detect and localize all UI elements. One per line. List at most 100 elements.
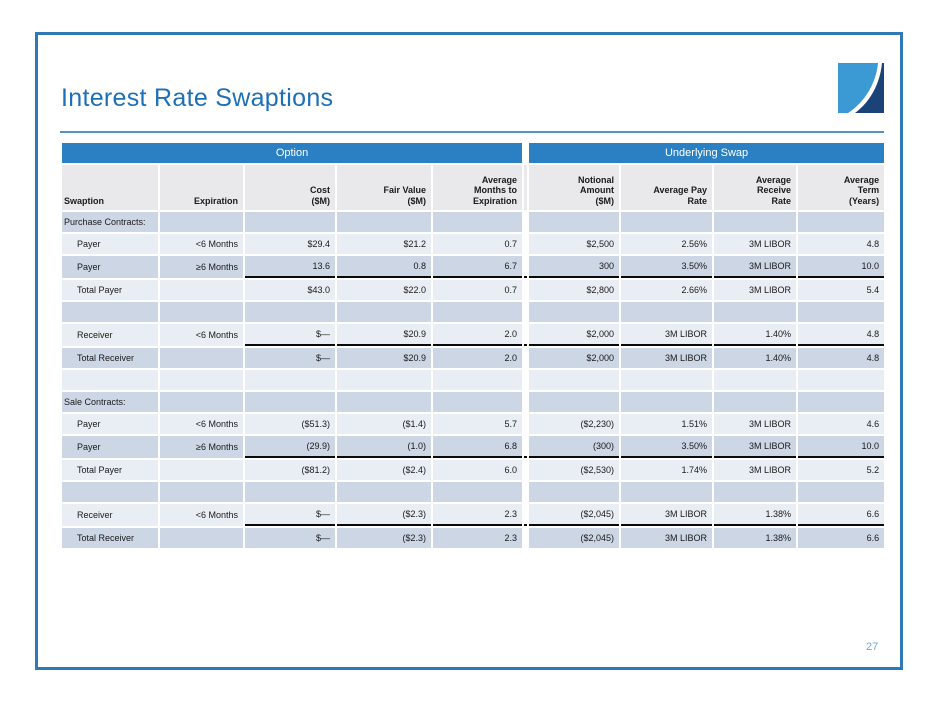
table-cell: <6 Months — [160, 234, 243, 254]
table-row: Receiver <6 Months $— $20.9 2.0 $2,000 3M LIBO… — [62, 324, 885, 346]
company-logo-icon — [838, 63, 884, 113]
table-cell: $— — [245, 324, 335, 346]
table-cell: 10.0 — [798, 436, 885, 458]
table-cell: 3M LIBOR — [621, 528, 713, 548]
table-row: Total Receiver $— $20.9 2.0 $2,000 3M LIBOR 1.… — [62, 348, 885, 368]
table-cell: $— — [245, 504, 335, 526]
table-cell — [798, 302, 885, 322]
table-cell: ($51.3) — [245, 414, 335, 434]
table-body: Purchase Contracts: Payer <6 Months $29.4 $2… — [62, 212, 885, 548]
table-cell: $22.0 — [337, 280, 431, 300]
table-row: Total Payer ($81.2) ($2.4) 6.0 ($2,530) 1.74%… — [62, 460, 885, 480]
band-row: Option Underlying Swap — [62, 143, 885, 163]
section-gap — [524, 302, 528, 322]
table-cell: 0.8 — [337, 256, 431, 278]
table-row — [62, 302, 885, 322]
table-cell: 1.40% — [714, 348, 797, 368]
table-cell — [245, 212, 335, 232]
table-cell: 3M LIBOR — [714, 436, 797, 458]
table-cell: $— — [245, 348, 335, 368]
table-row: Total Receiver $— ($2.3) 2.3 ($2,045) 3M LIBO… — [62, 528, 885, 548]
table-cell: 4.6 — [798, 414, 885, 434]
table-cell — [160, 392, 243, 412]
table-cell: 2.3 — [433, 504, 523, 526]
table-cell: 6.8 — [433, 436, 523, 458]
table-cell: ($2,230) — [529, 414, 620, 434]
column-header-row: Swaption Expiration Cost ($M) Fair Value… — [62, 165, 885, 210]
table-cell — [245, 370, 335, 390]
table-cell — [433, 302, 523, 322]
col-header-avg-months: Average Months to Expiration — [433, 165, 523, 210]
table-cell — [798, 392, 885, 412]
table-cell: $2,000 — [529, 324, 620, 346]
table-cell: 3M LIBOR — [621, 348, 713, 368]
table-row: Total Payer $43.0 $22.0 0.7 $2,800 2.66% 3M LI… — [62, 280, 885, 300]
table-cell: 0.7 — [433, 234, 523, 254]
table-cell — [433, 370, 523, 390]
table-cell — [529, 370, 620, 390]
table-row: Payer ≥6 Months 13.6 0.8 6.7 300 3.50% 3M LIBOR… — [62, 256, 885, 278]
table-row: Payer <6 Months ($51.3) ($1.4) 5.7 ($2,230) 1.… — [62, 414, 885, 434]
col-header-avg-recv-rate: Average Receive Rate — [714, 165, 797, 210]
band-underlying-swap: Underlying Swap — [529, 143, 885, 163]
section-row: Sale Contracts: — [62, 392, 885, 412]
table-cell: 3M LIBOR — [714, 234, 797, 254]
table-cell — [62, 482, 158, 502]
table-cell: (29.9) — [245, 436, 335, 458]
table-cell — [798, 370, 885, 390]
table-cell: ($2.4) — [337, 460, 431, 480]
table-cell — [621, 302, 713, 322]
table-cell: (300) — [529, 436, 620, 458]
table-cell — [621, 212, 713, 232]
col-header-fair-value: Fair Value ($M) — [337, 165, 431, 210]
table-cell: Total Receiver — [62, 528, 158, 548]
section-gap — [524, 165, 528, 210]
section-gap — [524, 504, 528, 526]
table-cell: <6 Months — [160, 504, 243, 526]
table-cell: $20.9 — [337, 324, 431, 346]
table-cell — [714, 370, 797, 390]
section-row: Purchase Contracts: — [62, 212, 885, 232]
table-cell — [529, 212, 620, 232]
section-gap — [524, 280, 528, 300]
table-cell: 1.40% — [714, 324, 797, 346]
table-cell: ($1.4) — [337, 414, 431, 434]
table-cell: 3.50% — [621, 436, 713, 458]
section-gap — [524, 370, 528, 390]
table-cell: ($2.3) — [337, 528, 431, 548]
table-cell: ($2.3) — [337, 504, 431, 526]
table-cell — [245, 482, 335, 502]
section-gap — [524, 436, 528, 458]
table-cell: 2.56% — [621, 234, 713, 254]
table-cell — [62, 370, 158, 390]
table-cell — [160, 212, 243, 232]
table-cell — [621, 482, 713, 502]
table-row: Receiver <6 Months $— ($2.3) 2.3 ($2,045) 3M L… — [62, 504, 885, 526]
table-cell: 6.6 — [798, 504, 885, 526]
table-cell — [337, 302, 431, 322]
table-cell — [160, 348, 243, 368]
table-cell: 2.0 — [433, 348, 523, 368]
table-cell: $2,000 — [529, 348, 620, 368]
title-rule — [60, 131, 884, 133]
col-header-avg-term: Average Term (Years) — [798, 165, 885, 210]
table-row: Payer <6 Months $29.4 $21.2 0.7 $2,500 2.56% 3M… — [62, 234, 885, 254]
table-cell — [714, 392, 797, 412]
table-cell: $21.2 — [337, 234, 431, 254]
table-cell — [337, 370, 431, 390]
table-cell: (1.0) — [337, 436, 431, 458]
table-cell: 6.6 — [798, 528, 885, 548]
table-cell — [714, 302, 797, 322]
table-cell: $43.0 — [245, 280, 335, 300]
table-cell — [529, 392, 620, 412]
table-cell: 1.74% — [621, 460, 713, 480]
table-cell: 1.38% — [714, 504, 797, 526]
table-cell: 10.0 — [798, 256, 885, 278]
col-header-cost: Cost ($M) — [245, 165, 335, 210]
table-cell: Total Payer — [62, 280, 158, 300]
table-cell — [245, 392, 335, 412]
table-cell: ($2,045) — [529, 528, 620, 548]
table-cell — [337, 212, 431, 232]
table-cell: ($81.2) — [245, 460, 335, 480]
table-cell: $20.9 — [337, 348, 431, 368]
